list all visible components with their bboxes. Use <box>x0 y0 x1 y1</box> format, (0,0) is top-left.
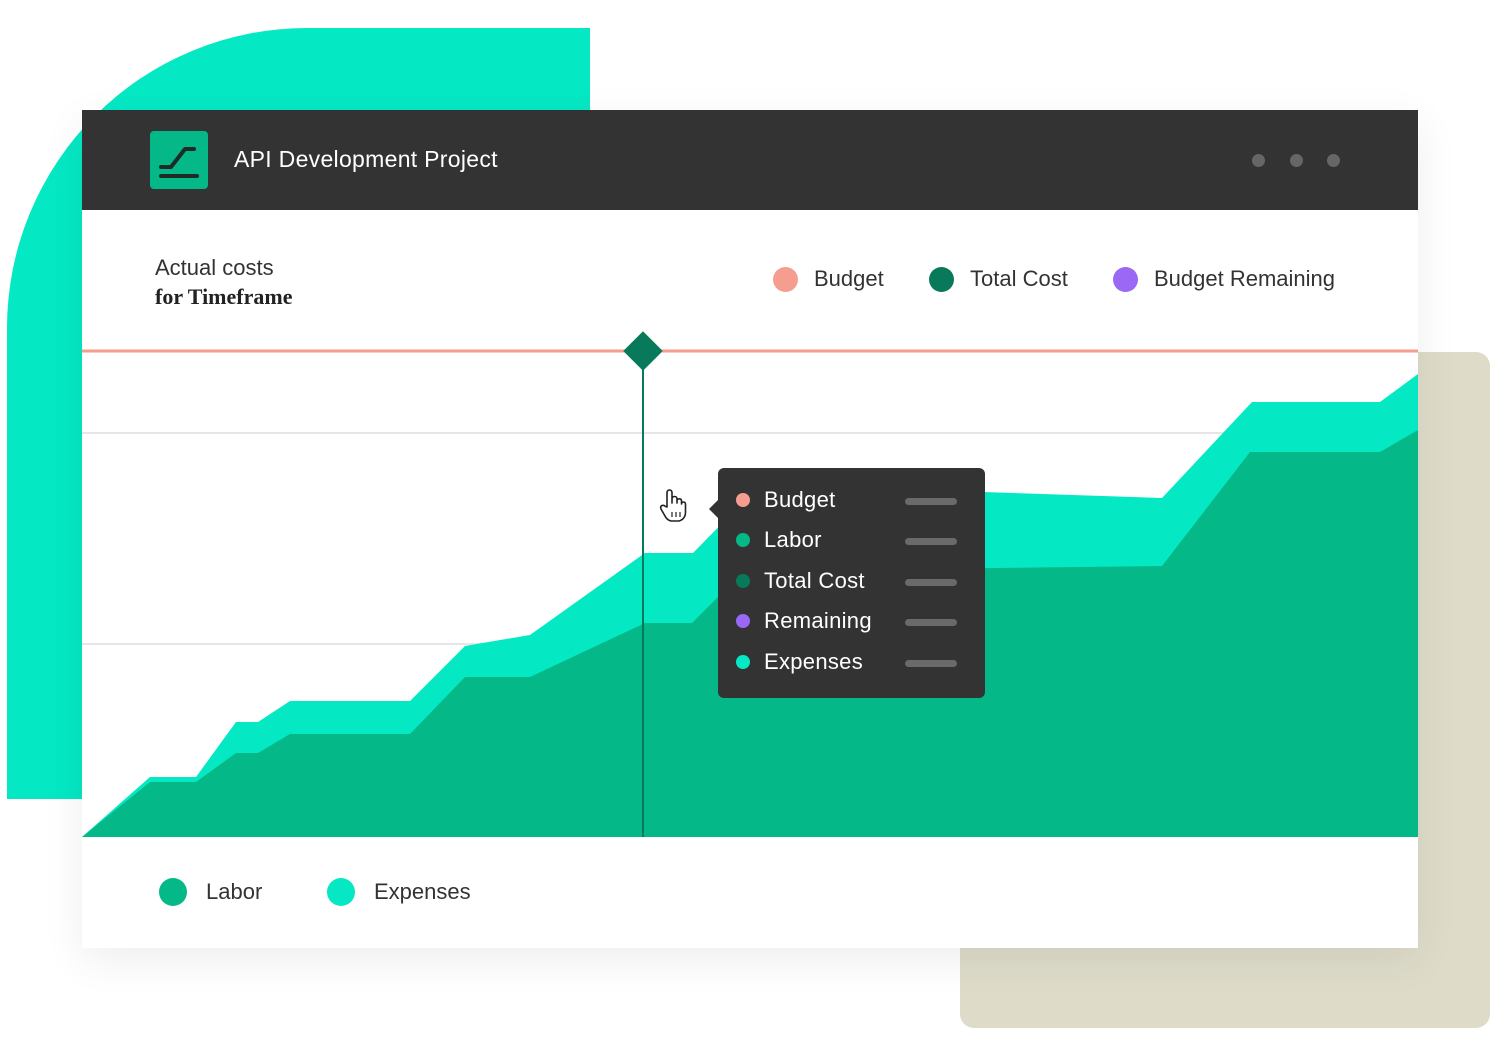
legend-dot <box>929 266 954 292</box>
more-dots-icon <box>1252 153 1265 167</box>
tooltip-value-placeholder <box>905 498 957 505</box>
legend-item-labor[interactable]: Labor <box>159 878 262 906</box>
window-header: API Development Project <box>82 110 1418 210</box>
tooltip-value-placeholder <box>905 579 957 586</box>
trend-line-icon <box>150 131 208 189</box>
tooltip-value-placeholder <box>905 538 957 545</box>
tooltip-dot <box>736 574 750 588</box>
tooltip-label: Budget <box>764 487 836 512</box>
legend-label: Expenses <box>374 879 471 904</box>
legend-dot <box>773 266 798 292</box>
legend-item-budget[interactable]: Budget <box>773 266 884 292</box>
tooltip-arrow <box>709 500 718 518</box>
tooltip-dot <box>736 655 750 669</box>
tooltip-dot <box>736 533 750 547</box>
chart-subtitle: Actual costs <box>155 255 274 280</box>
more-dots-icon <box>1289 153 1303 167</box>
tooltip-label: Labor <box>764 527 822 552</box>
legend-label: Labor <box>206 879 263 904</box>
chart-subtitle-timeframe: for Timeframe <box>155 284 293 309</box>
tooltip-row-remaining: Remaining <box>736 606 966 636</box>
tooltip-row-labor: Labor <box>736 525 966 555</box>
hand-pointer-icon <box>659 489 687 522</box>
tooltip-label: Expenses <box>764 649 864 674</box>
legend-label: Total Cost <box>970 266 1068 291</box>
legend-item-expenses[interactable]: Expenses <box>327 878 471 906</box>
tooltip-dot <box>736 614 750 628</box>
tooltip-value-placeholder <box>905 619 957 626</box>
legend-label: Budget <box>814 266 884 291</box>
legend-label: Budget Remaining <box>1154 266 1336 291</box>
data-tooltip: Budget Labor Total Cost Remaining Expens… <box>709 468 985 698</box>
tooltip-row-expenses: Expenses <box>736 647 966 677</box>
legend-item-budget-remaining[interactable]: Budget Remaining <box>1113 266 1335 292</box>
tooltip-label: Total Cost <box>764 568 865 593</box>
tooltip-row-budget: Budget <box>736 485 966 515</box>
tooltip-dot <box>736 493 750 507</box>
legend-dot <box>1113 266 1138 292</box>
cost-chart-window: API Development Project Actual costs for… <box>82 110 1418 948</box>
more-dots-icon <box>1327 153 1340 167</box>
legend-dot <box>327 878 355 906</box>
tooltip-label: Remaining <box>764 608 872 633</box>
window-title: API Development Project <box>234 146 498 172</box>
hover-marker-diamond[interactable] <box>623 331 663 371</box>
legend-item-total-cost[interactable]: Total Cost <box>929 266 1068 292</box>
tooltip-row-total-cost: Total Cost <box>736 566 966 596</box>
legend-dot <box>159 878 187 906</box>
more-options-button[interactable] <box>1252 146 1340 174</box>
tooltip-value-placeholder <box>905 660 957 667</box>
